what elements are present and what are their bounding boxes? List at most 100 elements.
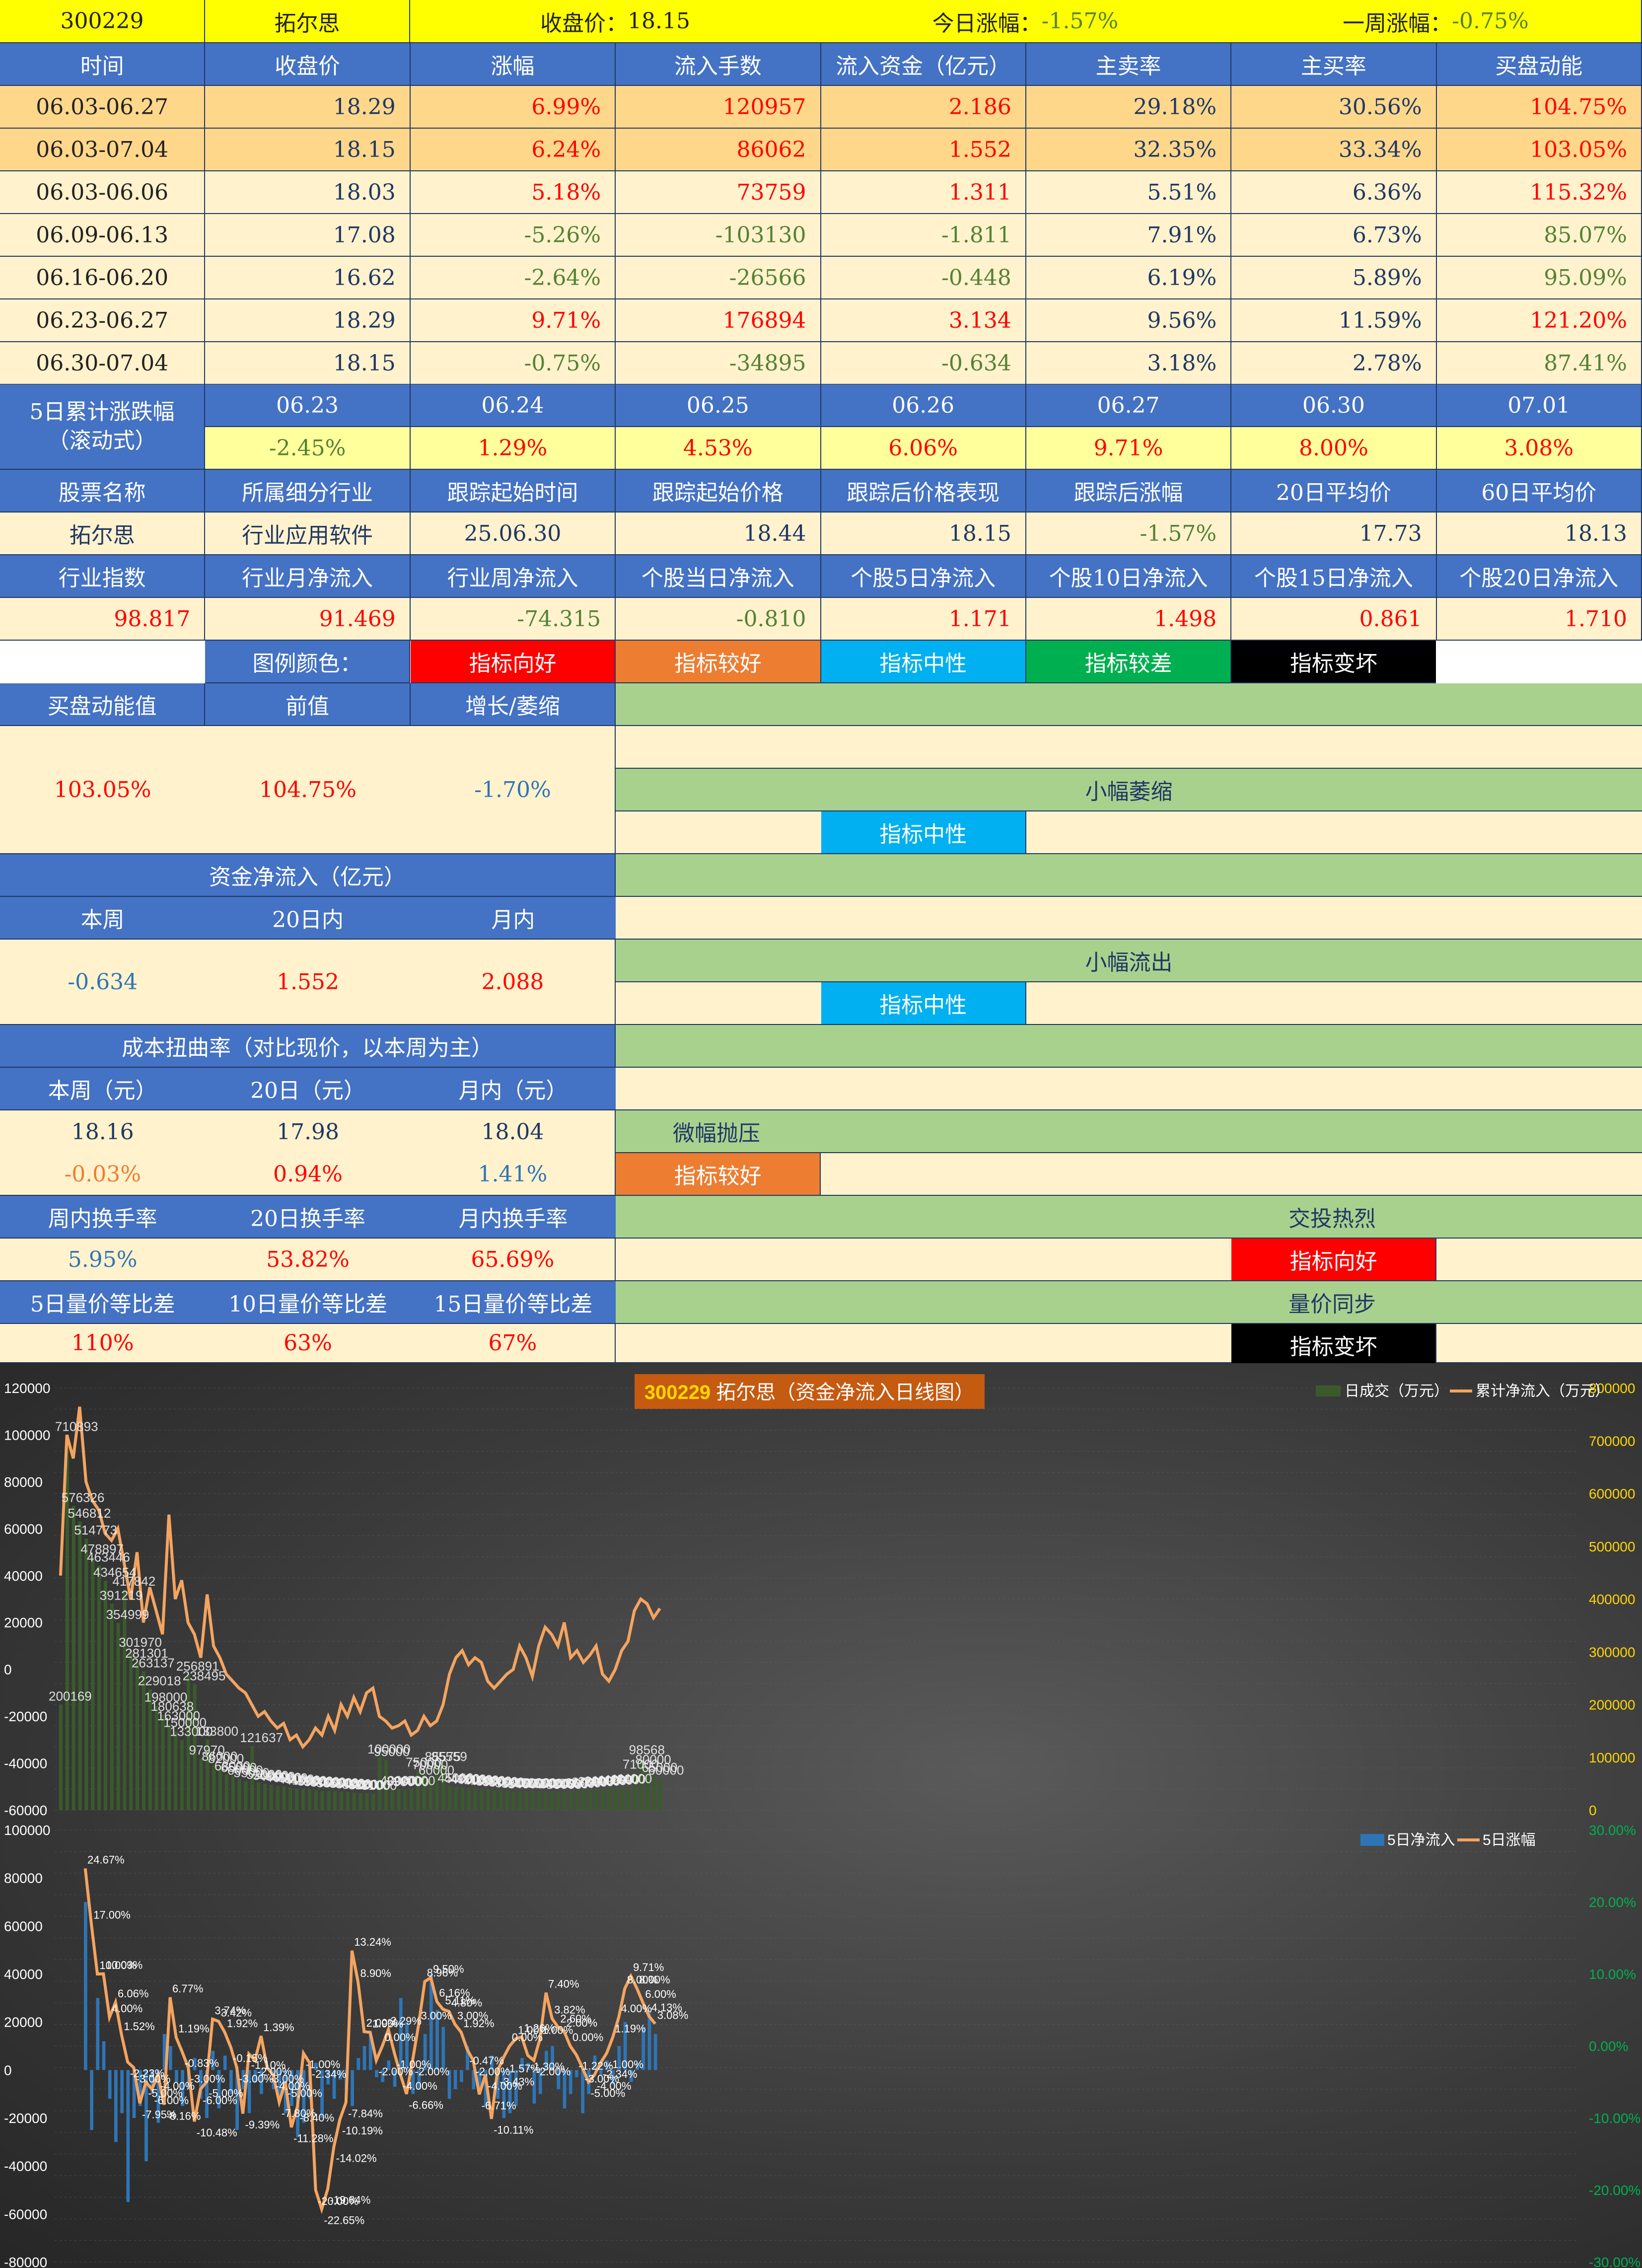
momentum-header: 买盘动能值 <box>0 683 206 726</box>
data-label: 45000 <box>437 1770 473 1785</box>
data-label: 4.00% <box>112 2002 143 2015</box>
data-label: 1.00% <box>542 2024 573 2037</box>
data-label: 71000 <box>623 1757 658 1772</box>
cost-value: 17.98 <box>205 1110 411 1153</box>
flow-value: 1.710 <box>1436 598 1642 641</box>
data-label: 40000 <box>380 1773 416 1788</box>
bar-mark <box>84 1902 87 2070</box>
data-label: 3.08% <box>657 2009 688 2021</box>
data-label: -2.00% <box>475 2065 510 2078</box>
bar-mark <box>594 1789 598 1810</box>
close-price: 收盘价： 18.15 <box>410 0 820 43</box>
bar-mark <box>537 1791 541 1810</box>
weekly-cell: 18.29 <box>205 299 411 342</box>
bar-mark <box>244 1781 248 1810</box>
data-label: 80000 <box>635 1752 671 1767</box>
bar-mark <box>116 1622 120 1810</box>
data-label: 35000 <box>329 1776 365 1791</box>
status-band <box>616 1068 1642 1110</box>
cost-pct: 0.94% <box>205 1153 411 1196</box>
data-label: 434654 <box>93 1565 137 1580</box>
cost-header: 月内（元） <box>410 1068 616 1110</box>
left-tick-label: 0 <box>4 2062 12 2078</box>
flow-value: -74.315 <box>410 598 616 641</box>
bar-mark <box>340 1791 344 1810</box>
cost-pct: -0.03% <box>0 1153 206 1196</box>
bar-mark <box>399 1998 403 2070</box>
bar-mark <box>447 2070 451 2099</box>
status-band <box>616 897 1642 940</box>
bar-mark <box>460 2070 463 2082</box>
data-label: -5.00% <box>287 2087 322 2100</box>
right-tick-label: 500000 <box>1589 1539 1635 1554</box>
right-tick-label: 20.00% <box>1589 1895 1636 1910</box>
legend-blank <box>0 641 205 683</box>
bar-mark <box>393 2070 397 2087</box>
data-label: 417842 <box>112 1574 155 1589</box>
data-label: -2.34% <box>603 2068 638 2080</box>
data-label: 55000 <box>233 1765 269 1780</box>
data-label: 95000 <box>374 1744 410 1759</box>
bar-mark <box>411 2070 415 2094</box>
right-tick-label: 0.00% <box>1589 2039 1628 2054</box>
data-label: 391219 <box>100 1588 143 1603</box>
weekly-period: 06.03-06.06 <box>0 171 206 214</box>
bar-mark <box>636 2062 639 2070</box>
bar-mark <box>538 2070 542 2094</box>
weekly-period: 06.23-06.27 <box>0 299 206 342</box>
data-label: 48000 <box>259 1769 295 1784</box>
bar-mark <box>499 1790 503 1810</box>
right-tick-label: 30.00% <box>1589 1823 1636 1838</box>
data-label: 2.29% <box>391 2015 422 2027</box>
bar-mark <box>486 1789 490 1810</box>
flow-header: 个股当日净流入 <box>616 555 821 598</box>
bar-mark <box>235 2070 239 2130</box>
data-label: 33000 <box>342 1777 378 1792</box>
bar-mark <box>96 1998 100 2070</box>
data-label: -4.00% <box>403 2080 437 2092</box>
weekly-cell: 104.75% <box>1436 86 1642 129</box>
weekly-cell: -0.634 <box>821 342 1026 385</box>
data-label: 31000 <box>361 1778 397 1793</box>
weekly-cell: -103130 <box>616 214 821 257</box>
data-label: -1.30% <box>530 2060 565 2073</box>
data-label: 32000 <box>349 1777 384 1792</box>
bar-mark <box>645 1768 649 1810</box>
data-label: -19.84% <box>330 2194 370 2206</box>
weekly-cell: 6.19% <box>1026 257 1232 299</box>
data-label: -2.00% <box>536 2065 571 2078</box>
data-label: -4.00% <box>597 2080 632 2092</box>
data-label: -1.22% <box>578 2060 613 2072</box>
status-band <box>616 726 1642 769</box>
data-label: 1.92% <box>227 2017 258 2030</box>
data-label: 8.00% <box>627 1974 658 1986</box>
info-value: 18.44 <box>616 512 821 555</box>
bar-mark <box>211 2050 215 2070</box>
data-label: -3.00% <box>239 2073 274 2085</box>
data-label: 41000 <box>285 1772 320 1787</box>
weekly-cell: 1.552 <box>821 129 1026 171</box>
data-label: 1.92% <box>463 2017 494 2030</box>
rolling-label: 5日累计涨跌幅 （滚动式） <box>0 384 205 470</box>
right-tick-label: 800000 <box>1589 1381 1635 1396</box>
bar-mark <box>108 2070 112 2099</box>
bar-mark <box>472 2070 476 2089</box>
data-label: 60000 <box>648 1762 684 1777</box>
bar-mark <box>346 1792 350 1810</box>
capital-status: 小幅流出 <box>616 940 1642 982</box>
left-tick-label: 40000 <box>4 1967 43 1982</box>
info-value: 25.06.30 <box>410 512 616 555</box>
volprice-tag: 指标变坏 <box>1231 1324 1437 1367</box>
data-label: -2.23% <box>130 2067 164 2079</box>
status-band <box>616 854 1642 897</box>
data-label: -1.00% <box>397 2058 431 2071</box>
bar-mark <box>180 1740 184 1810</box>
data-label: 44000 <box>444 1771 480 1786</box>
bar-mark <box>199 1758 203 1810</box>
bar-mark <box>611 2070 615 2085</box>
momentum-header: 增长/萎缩 <box>410 683 616 726</box>
legend-label: 5日净流入 <box>1387 1832 1455 1848</box>
weekly-cell: 87.41% <box>1436 342 1642 385</box>
data-label: 36000 <box>323 1775 358 1790</box>
weekly-cell: -0.75% <box>410 342 616 385</box>
